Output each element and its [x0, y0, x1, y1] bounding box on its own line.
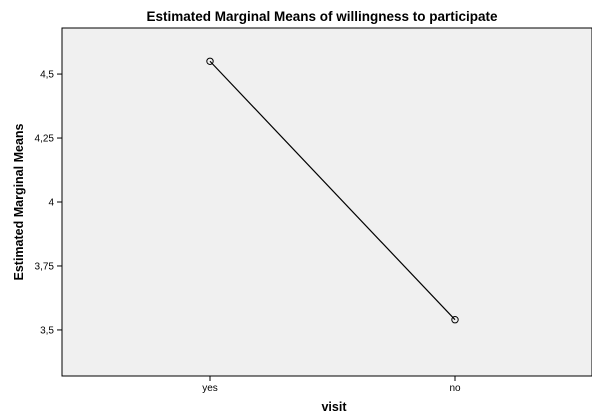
x-axis: yes no — [202, 376, 461, 394]
x-tick-label: yes — [202, 383, 218, 394]
data-point-marker — [451, 316, 459, 324]
y-tick-label: 4,25 — [35, 134, 55, 145]
y-tick-label: 4 — [48, 198, 54, 209]
y-tick-label: 3,75 — [35, 261, 55, 272]
series-line — [209, 60, 456, 321]
y-axis: 3,5 3,75 4 4,25 4,5 — [35, 70, 62, 336]
chart-title: Estimated Marginal Means of willingness … — [146, 9, 498, 24]
plot-area — [61, 27, 592, 377]
y-tick-label: 3,5 — [40, 325, 54, 336]
data-point-marker — [206, 57, 214, 65]
y-axis-label: Estimated Marginal Means — [12, 123, 26, 280]
x-tick-label: no — [449, 383, 461, 394]
series — [206, 57, 459, 324]
y-tick-label: 4,5 — [40, 70, 54, 81]
x-axis-label: visit — [321, 400, 347, 414]
